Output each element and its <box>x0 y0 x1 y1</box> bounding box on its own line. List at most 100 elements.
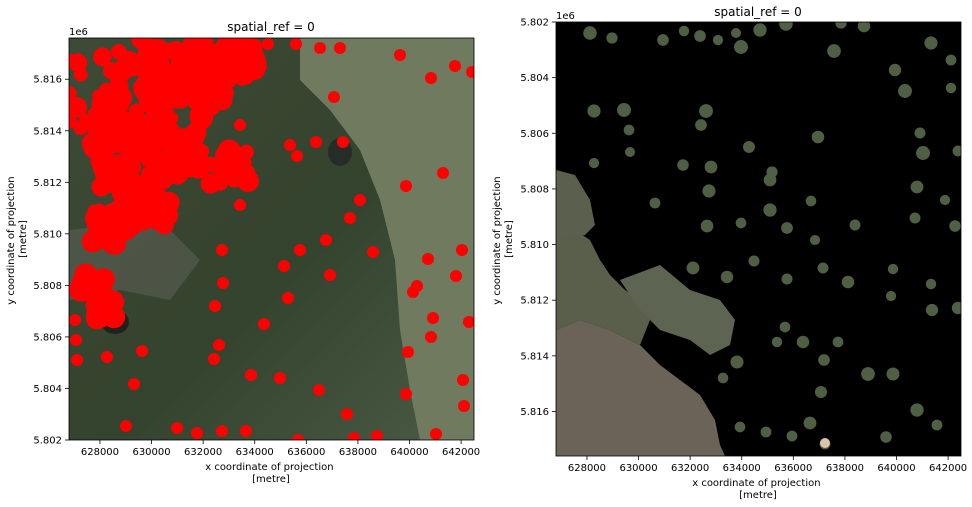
red-marker <box>101 351 113 363</box>
green-patch <box>730 27 742 39</box>
left-y-axis: 5.802 5.804 5.806 5.808 5.810 5.812 5.814 5.816 <box>33 75 69 447</box>
red-marker <box>437 167 449 179</box>
red-marker <box>192 160 207 175</box>
green-patch <box>694 30 706 42</box>
green-patch <box>695 119 707 131</box>
left-y-tick-label: 5.802 <box>33 436 62 447</box>
red-marker <box>204 46 219 61</box>
right-y-tick-label: 5.812 <box>520 296 549 307</box>
red-marker <box>200 173 221 194</box>
right-x-tick-label: 628000 <box>568 463 606 474</box>
right-x-tick-label: 634000 <box>723 463 761 474</box>
green-patch <box>735 217 747 229</box>
green-patch <box>702 184 716 198</box>
red-marker <box>206 156 219 170</box>
red-marker <box>334 42 346 54</box>
green-patch <box>730 355 744 369</box>
red-marker <box>463 316 474 328</box>
green-patch <box>945 54 957 66</box>
green-patch <box>617 103 631 117</box>
red-marker <box>216 425 228 437</box>
red-marker <box>262 38 274 50</box>
green-patch <box>623 124 635 136</box>
red-marker <box>95 166 113 184</box>
green-patch <box>803 416 817 430</box>
red-marker <box>466 66 474 78</box>
red-marker <box>337 136 349 148</box>
left-y-tick-label: 5.808 <box>33 281 62 292</box>
red-marker <box>88 233 105 251</box>
red-marker <box>328 91 340 103</box>
red-marker <box>290 38 302 50</box>
red-marker <box>191 427 203 439</box>
right-town-patch <box>556 230 650 345</box>
red-marker <box>152 214 167 228</box>
red-marker <box>170 88 190 108</box>
right-green-patches <box>583 22 961 450</box>
red-marker <box>457 374 469 386</box>
green-patch <box>771 336 783 348</box>
red-marker <box>73 67 88 82</box>
left-y-axis-label: y coordinate of projection [metre] <box>6 173 29 305</box>
red-marker <box>292 434 304 440</box>
green-patch <box>763 203 777 217</box>
right-y-tick-label: 5.814 <box>520 351 549 362</box>
red-marker <box>324 269 336 281</box>
green-patch <box>588 157 600 169</box>
red-marker <box>180 141 201 162</box>
red-marker <box>162 148 182 169</box>
right-town-patch <box>556 170 595 240</box>
green-patch <box>583 26 597 40</box>
right-y-tick-label: 5.808 <box>520 184 549 195</box>
green-patch <box>888 63 902 77</box>
right-x-tick-label: 636000 <box>774 463 812 474</box>
red-marker <box>234 199 246 211</box>
left-y-tick-label: 5.804 <box>33 384 62 395</box>
right-x-tick-label: 632000 <box>671 463 709 474</box>
red-marker <box>209 300 221 312</box>
red-marker <box>120 50 138 68</box>
red-marker <box>130 38 154 50</box>
green-patch <box>814 385 828 399</box>
green-patch <box>678 25 690 37</box>
right-y-tick-label: 5.816 <box>520 407 549 418</box>
red-marker <box>147 52 170 74</box>
red-marker <box>291 150 303 162</box>
red-marker <box>142 133 163 154</box>
left-image <box>69 38 474 440</box>
red-marker <box>69 314 81 326</box>
red-marker <box>313 384 325 396</box>
right-x-axis-label: x coordinate of projection [metre] <box>692 478 824 501</box>
red-marker <box>449 60 461 72</box>
right-chart: spatial_ref = 0 628000 630000 632000 634000… <box>492 5 967 501</box>
green-patch <box>748 255 760 267</box>
green-patch <box>910 180 924 194</box>
left-y-tick-label: 5.816 <box>33 75 62 86</box>
red-marker <box>208 353 220 365</box>
red-marker <box>278 260 290 272</box>
red-marker <box>185 122 207 144</box>
green-patch <box>704 160 718 174</box>
green-patch <box>887 263 899 275</box>
green-patch <box>781 273 793 285</box>
red-marker <box>213 339 225 351</box>
red-marker <box>394 49 406 61</box>
left-x-tick-label: 628000 <box>81 447 119 458</box>
red-marker <box>282 292 294 304</box>
right-x-tick-label: 638000 <box>826 463 864 474</box>
green-patch <box>606 32 618 44</box>
red-marker <box>422 253 434 265</box>
sand-patch <box>820 438 830 448</box>
red-marker <box>69 53 78 67</box>
red-marker <box>165 41 186 62</box>
red-marker <box>258 318 270 330</box>
red-marker <box>400 180 412 192</box>
red-marker <box>371 430 383 440</box>
green-patch <box>717 372 729 384</box>
right-y-tick-label: 5.802 <box>520 18 549 29</box>
red-marker <box>69 277 94 302</box>
red-marker <box>217 166 232 181</box>
left-x-tick-label: 630000 <box>132 447 170 458</box>
left-x-tick-label: 636000 <box>287 447 325 458</box>
red-marker <box>136 345 148 357</box>
